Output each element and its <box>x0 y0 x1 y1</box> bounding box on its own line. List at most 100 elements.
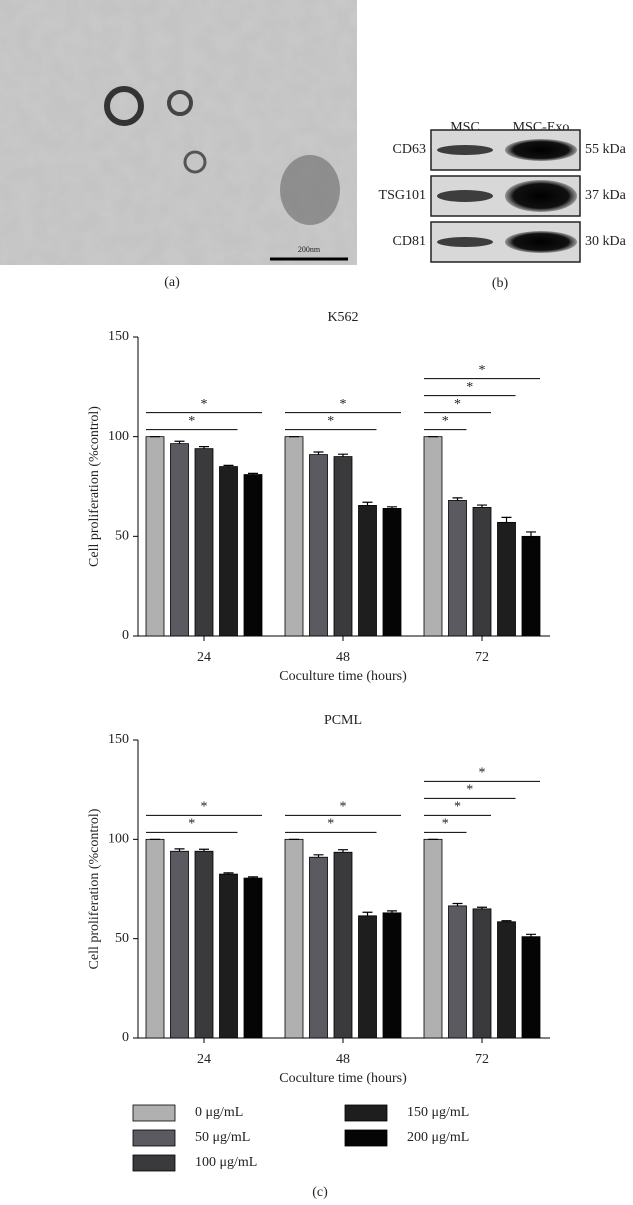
y-tick-label: 150 <box>108 329 129 344</box>
legend-swatch <box>344 1129 388 1147</box>
blot-band <box>437 145 493 155</box>
bar <box>382 508 402 637</box>
y-tick-label: 100 <box>108 429 129 444</box>
significance-label: * <box>327 817 334 832</box>
error-bar <box>387 910 397 913</box>
y-tick-label: 50 <box>115 529 129 544</box>
blot-size-label: 55 kDa <box>585 142 627 157</box>
x-tick-label: 72 <box>475 650 489 665</box>
legend-swatch <box>132 1154 176 1172</box>
error-bar <box>174 440 185 444</box>
error-bar <box>477 906 487 909</box>
bar <box>284 436 304 637</box>
bar <box>243 877 263 1039</box>
legend-label: 200 μg/mL <box>407 1130 469 1145</box>
error-bar <box>248 472 258 475</box>
bar <box>170 443 189 637</box>
error-bar <box>199 848 209 852</box>
blot-band <box>505 231 577 253</box>
bar <box>382 912 402 1039</box>
legend: 0 μg/mL 50 μg/mL 100 μg/mL 150 μg/mL 200 μg/… <box>132 1104 469 1172</box>
x-tick-label: 24 <box>197 650 211 665</box>
blot-protein-label: CD63 <box>393 142 426 157</box>
y-tick-label: 0 <box>122 628 129 643</box>
y-tick-label: 100 <box>108 832 129 847</box>
bar <box>284 838 304 1039</box>
legend-label: 50 μg/mL <box>195 1130 250 1145</box>
error-bar <box>248 876 258 879</box>
y-axis-label: Cell proliferation (%control) <box>87 406 102 567</box>
y-tick-label: 50 <box>115 931 129 946</box>
legend-swatch <box>132 1129 176 1147</box>
significance-label: * <box>442 414 449 429</box>
x-axis-label: Coculture time (hours) <box>279 669 407 684</box>
bar <box>423 436 443 637</box>
blot-band <box>505 180 577 212</box>
bar <box>521 535 541 637</box>
y-axis-label: Cell proliferation (%control) <box>87 808 102 969</box>
bar <box>145 436 165 637</box>
legend-label: 150 μg/mL <box>407 1105 469 1120</box>
error-bar <box>338 849 348 853</box>
error-bar <box>387 506 397 509</box>
error-bar <box>313 451 324 455</box>
chart-title: PCML <box>324 713 362 728</box>
significance-label: * <box>466 783 473 798</box>
significance-label: * <box>340 800 347 815</box>
legend-label: 0 μg/mL <box>195 1105 243 1120</box>
bar <box>358 915 377 1039</box>
bar <box>472 507 492 637</box>
error-bar <box>223 872 234 875</box>
x-tick-label: 24 <box>197 1052 211 1067</box>
error-bar <box>452 497 463 501</box>
y-tick-label: 0 <box>122 1030 129 1045</box>
x-tick-label: 48 <box>336 1052 350 1067</box>
blot-band <box>505 139 577 161</box>
scale-bar-label: 200nm <box>298 245 321 254</box>
significance-label: * <box>454 397 461 412</box>
error-bar <box>526 933 536 937</box>
bar <box>194 850 214 1039</box>
legend-swatch <box>344 1104 388 1122</box>
legend-swatch <box>132 1104 176 1122</box>
bar <box>194 448 214 637</box>
bar <box>448 500 467 637</box>
blot-band <box>437 190 493 202</box>
bar <box>333 851 353 1039</box>
bar <box>309 454 328 637</box>
significance-label: * <box>188 414 195 429</box>
error-bar <box>526 531 536 537</box>
blot-size-label: 37 kDa <box>585 188 627 203</box>
bar <box>497 921 516 1039</box>
error-bar <box>174 848 185 852</box>
significance-label: * <box>479 766 486 781</box>
blot-protein-label: CD81 <box>393 234 426 249</box>
error-bar <box>452 902 463 906</box>
legend-label: 100 μg/mL <box>195 1155 257 1170</box>
error-bar <box>313 854 324 858</box>
x-tick-label: 48 <box>336 650 350 665</box>
x-axis-label: Coculture time (hours) <box>279 1071 407 1086</box>
bar <box>497 521 516 637</box>
significance-label: * <box>466 380 473 395</box>
bar <box>243 474 263 637</box>
significance-label: * <box>442 817 449 832</box>
error-bar <box>338 453 348 457</box>
bar <box>423 838 443 1039</box>
significance-label: * <box>479 363 486 378</box>
panel-caption: (c) <box>312 1185 328 1200</box>
significance-label: * <box>340 397 347 412</box>
error-bar <box>362 501 373 506</box>
error-bar <box>501 516 512 523</box>
significance-label: * <box>201 800 208 815</box>
significance-label: * <box>327 414 334 429</box>
bar <box>170 850 189 1039</box>
bar <box>145 838 165 1039</box>
chart-title: K562 <box>327 310 358 325</box>
y-tick-label: 150 <box>108 732 129 747</box>
bar <box>472 908 492 1039</box>
blot-protein-label: TSG101 <box>379 188 426 203</box>
